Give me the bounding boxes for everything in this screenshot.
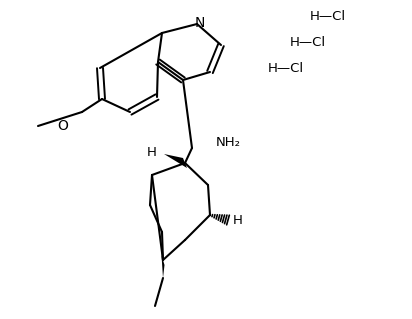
- Polygon shape: [162, 255, 164, 278]
- Text: H—Cl: H—Cl: [310, 10, 346, 23]
- Text: H: H: [147, 145, 157, 159]
- Text: NH₂: NH₂: [216, 136, 241, 149]
- Text: N: N: [195, 16, 205, 30]
- Text: H—Cl: H—Cl: [268, 62, 304, 75]
- Text: H: H: [233, 213, 243, 226]
- Text: H—Cl: H—Cl: [290, 35, 326, 48]
- Polygon shape: [164, 154, 187, 168]
- Text: O: O: [58, 119, 68, 133]
